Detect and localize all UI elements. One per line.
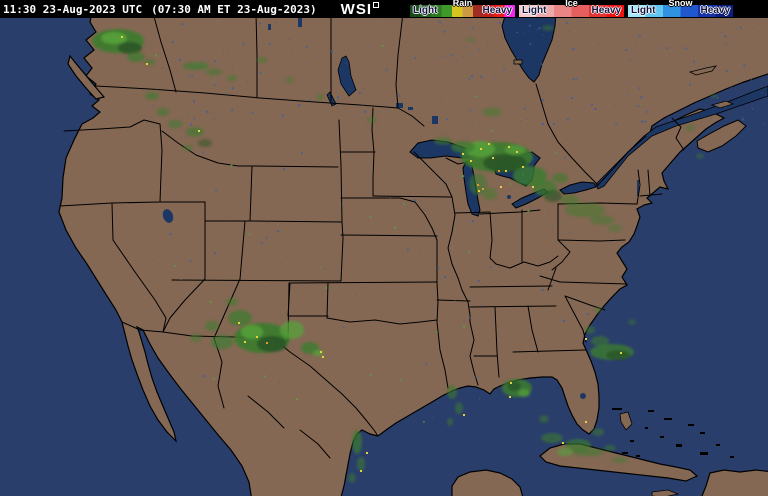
header-bar: 11:30 23-Aug-2023 UTC (07:30 AM ET 23-Au… [0, 0, 768, 18]
political-borders [59, 18, 685, 459]
anticosti-island [688, 65, 717, 76]
legend-snow-label: Snow [668, 0, 693, 8]
radar-map-canvas [0, 18, 768, 496]
bahamas-islands [612, 408, 734, 458]
legend-snow-heavy: Heavy [700, 5, 730, 16]
vancouver-island [67, 54, 106, 100]
legend-ice-light: Light [522, 5, 547, 16]
radar-intense-cells [121, 36, 622, 472]
timestamp-local: (07:30 AM ET 23-Aug-2023) [151, 2, 317, 16]
legend-rain-heavy: Heavy [482, 5, 512, 16]
yucatan-peninsula [451, 469, 524, 496]
radar-map [0, 18, 768, 496]
rainy-lake [408, 107, 413, 110]
james-bay [501, 18, 557, 83]
precip-legend: Rain Light Heavy Ice Light Heavy Snow Li… [410, 0, 733, 18]
legend-snow: Snow Light Heavy [628, 0, 733, 18]
lake-ontario [559, 181, 597, 195]
lake [268, 24, 271, 30]
lake-okeechobee [580, 393, 586, 399]
timestamp-utc: 11:30 23-Aug-2023 UTC [3, 2, 143, 16]
st-lawrence-river [595, 85, 768, 190]
legend-snow-light: Light [631, 5, 656, 16]
great-salt-lake [162, 209, 174, 223]
hispaniola [701, 469, 768, 496]
pacific-ocean [0, 18, 252, 496]
legend-snow-gradient [628, 5, 733, 17]
lake-of-the-woods [396, 103, 403, 108]
legend-ice-heavy: Heavy [591, 5, 621, 16]
legend-ice-label: Ice [565, 0, 578, 8]
terrain-speckles [152, 20, 765, 423]
lake-st-clair [507, 195, 511, 199]
legend-rain-light: Light [413, 5, 438, 16]
akimiski-island [513, 59, 523, 65]
andros-island [619, 411, 633, 431]
legend-rain-label: Rain [452, 0, 473, 8]
wsi-logo-degree-mark [373, 1, 379, 8]
legend-ice-gradient [519, 5, 624, 17]
lake-nipigon [432, 116, 438, 124]
wsi-logo: WSI [341, 1, 379, 17]
lake [298, 18, 302, 27]
lake-winnipeg [337, 55, 357, 97]
nova-scotia [696, 119, 747, 153]
legend-rain: Rain Light Heavy [410, 0, 515, 18]
lake-champlain [637, 180, 639, 196]
legend-rain-gradient [410, 5, 515, 17]
legend-ice: Ice Light Heavy [519, 0, 624, 18]
